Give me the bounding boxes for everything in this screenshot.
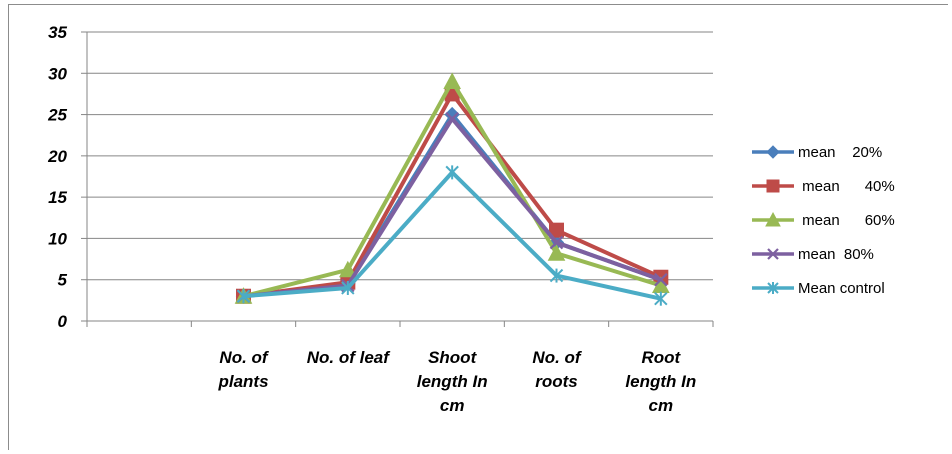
legend-label: mean 40% <box>798 178 895 195</box>
data-point-stroke <box>767 248 779 260</box>
x-tick-label-line: cm <box>440 396 465 415</box>
x-tick-label-line: length In <box>625 372 696 391</box>
x-tick-label-line: Root <box>641 348 681 367</box>
data-point <box>767 282 779 294</box>
series-line <box>243 116 662 299</box>
series-3 <box>234 72 670 304</box>
x-tick-label: No. of plants <box>217 348 269 391</box>
data-point-stroke <box>654 272 668 287</box>
tick-labels: 0 5 10 15 20 25 30 35 No. of plants No. of leaf Sho… <box>47 23 696 415</box>
data-point <box>767 248 779 260</box>
data-point <box>341 280 355 295</box>
x-tick-label: No. of roots <box>532 348 582 391</box>
data-point <box>547 244 566 261</box>
legend-label: mean 80% <box>798 246 874 263</box>
data-point <box>445 111 459 126</box>
y-tick-label: 5 <box>58 271 68 290</box>
legend-label: mean 20% <box>798 144 882 161</box>
x-tick-label-line: No. of <box>532 348 582 367</box>
data-point <box>654 291 668 306</box>
series-1 <box>235 106 669 304</box>
data-point-stroke <box>549 235 564 250</box>
data-point <box>236 289 251 304</box>
y-tick-label: 0 <box>58 312 68 331</box>
data-point <box>443 72 461 90</box>
x-tick-label-line: roots <box>535 372 578 391</box>
data-point <box>654 272 668 287</box>
data-point-stroke <box>445 111 459 126</box>
data-point <box>549 222 564 238</box>
legend-label: Mean control <box>798 280 885 297</box>
legend-item: mean 80% <box>752 246 874 263</box>
legend-item: Mean control <box>752 280 885 297</box>
chart-frame <box>8 4 948 450</box>
data-point <box>549 268 564 283</box>
legend: mean 20% mean 40% mean 60% mean 80% Mean c… <box>752 144 895 297</box>
legend-item: mean 40% <box>752 178 895 195</box>
y-tick-label: 20 <box>47 147 67 166</box>
data-point <box>765 211 781 227</box>
x-tick-label-line: No. of <box>219 348 269 367</box>
series-line <box>243 112 662 299</box>
x-tick-label-line: Shoot <box>428 348 477 367</box>
y-tick-label: 35 <box>48 23 67 42</box>
legend-item: mean 20% <box>752 144 882 161</box>
y-tick-label: 25 <box>47 106 67 125</box>
data-point <box>339 260 357 278</box>
x-tick-label: No. of leaf <box>307 348 392 367</box>
data-point <box>445 165 459 180</box>
series-5 <box>236 165 668 306</box>
y-tick-label: 30 <box>48 64 67 83</box>
data-point <box>766 179 780 193</box>
y-tick-label: 15 <box>48 188 67 207</box>
data-point <box>766 145 780 159</box>
gridlines <box>87 31 713 281</box>
axes <box>81 31 714 327</box>
x-tick-label: Root length In cm <box>625 348 696 415</box>
x-tick-label-line: plants <box>217 372 268 391</box>
series <box>234 72 670 306</box>
legend-item: mean 60% <box>752 211 895 229</box>
x-tick-label-line: length In <box>417 372 488 391</box>
data-point <box>549 235 564 250</box>
legend-label: mean 60% <box>798 212 895 229</box>
x-tick-label-line: No. of leaf <box>307 348 392 367</box>
x-tick-label: Shoot length In cm <box>417 348 488 415</box>
x-tick-label-line: cm <box>649 396 674 415</box>
series-4 <box>236 111 668 304</box>
y-tick-label: 10 <box>48 229 67 248</box>
